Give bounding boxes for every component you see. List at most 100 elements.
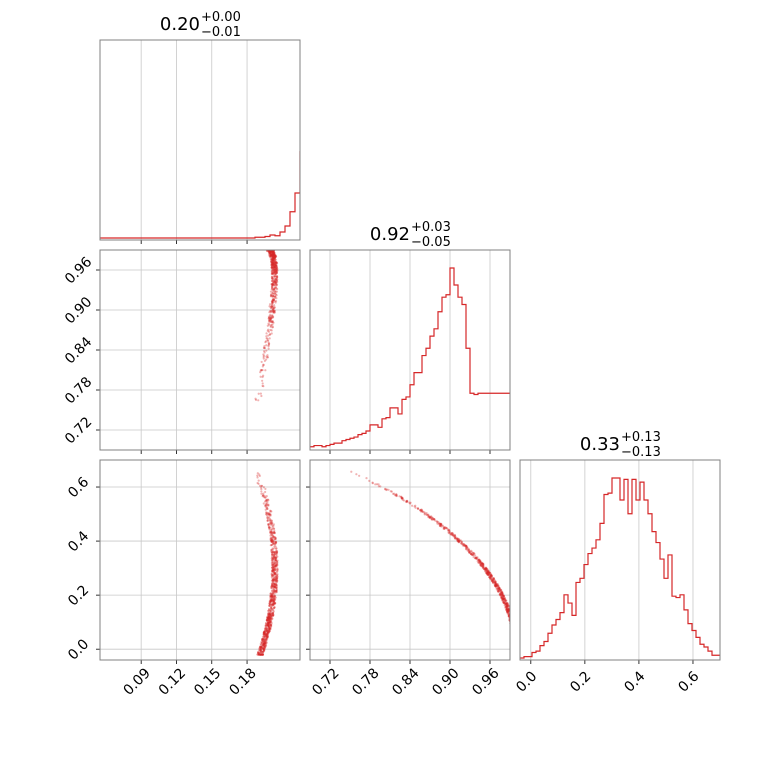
scatter-point (271, 252, 274, 256)
scatter-point (274, 281, 277, 284)
scatter-point (461, 544, 464, 547)
scatter-point (274, 264, 277, 267)
scatter-point (272, 599, 275, 603)
scatter-point (481, 562, 484, 565)
scatter-point (266, 244, 268, 246)
scatter-point (269, 522, 272, 525)
scatter-point (453, 533, 456, 537)
scatter-point (408, 501, 411, 504)
scatter-point (266, 245, 268, 247)
scatter-point (257, 399, 260, 402)
scatter-point (464, 546, 468, 549)
scatter-point (498, 588, 501, 591)
scatter-point (275, 263, 278, 266)
scatter-point (267, 246, 269, 248)
scatter-point (269, 252, 272, 255)
scatter-point (479, 562, 482, 565)
scatter-point (259, 653, 263, 656)
scatter-point (262, 245, 264, 247)
scatter-point (274, 540, 277, 543)
scatter-point (275, 282, 278, 285)
scatter-point (482, 567, 485, 570)
scatter-point (265, 244, 267, 246)
scatter-point (263, 245, 265, 247)
scatter-point (274, 580, 277, 583)
scatter-point (270, 539, 273, 543)
scatter-point (475, 556, 478, 559)
scatter-point (268, 251, 272, 254)
scatter-point (274, 267, 277, 270)
scatter-point (268, 604, 271, 608)
scatter-point (270, 266, 273, 269)
scatter-point (274, 290, 277, 293)
scatter-point (259, 653, 262, 656)
scatter-point (269, 317, 273, 320)
scatter-point (275, 576, 279, 579)
scatter-point (274, 559, 277, 562)
scatter-point (499, 590, 502, 593)
scatter-point (262, 496, 266, 499)
scatter-point (266, 629, 269, 633)
scatter-point (272, 252, 275, 255)
scatter-point (271, 291, 274, 295)
scatter-point (269, 253, 273, 256)
scatter-point (271, 314, 274, 317)
scatter-point (268, 248, 270, 250)
scatter-point (269, 617, 272, 620)
scatter-point (506, 608, 509, 612)
scatter-point (272, 593, 275, 596)
scatter-point (261, 243, 263, 245)
scatter-point (512, 631, 514, 633)
scatter-point (270, 247, 272, 249)
scatter-point (274, 572, 277, 575)
scatter-point (494, 581, 497, 584)
scatter-point (466, 546, 469, 550)
scatter-point (262, 246, 264, 248)
scatter-point (269, 616, 272, 619)
scatter-point (270, 574, 273, 578)
scatter-point (505, 602, 508, 606)
scatter-point (262, 243, 264, 245)
scatter-point (270, 279, 274, 282)
scatter-point (472, 555, 475, 559)
scatter-point (488, 571, 491, 574)
scatter-point (462, 543, 465, 546)
scatter-point (264, 244, 266, 246)
scatter-point (273, 567, 276, 570)
scatter-point (265, 332, 268, 335)
scatter-point (265, 245, 267, 247)
scatter-point (259, 647, 262, 650)
scatter-point (267, 243, 269, 245)
x-tick-label: 0.72 (309, 665, 342, 698)
scatter-point (272, 293, 275, 296)
scatter-point (442, 526, 446, 529)
scatter-point (271, 589, 274, 592)
scatter-point (484, 566, 488, 569)
scatter-point (511, 618, 513, 620)
scatter-point (483, 566, 486, 569)
scatter-point (262, 642, 266, 645)
scatter-point (258, 245, 260, 247)
scatter-point (257, 242, 259, 244)
scatter-point (358, 474, 361, 477)
scatter-point (513, 628, 515, 630)
scatter-point (260, 640, 263, 644)
scatter-point (502, 600, 505, 604)
scatter-point (478, 560, 481, 563)
scatter-point (464, 546, 468, 549)
scatter-point (272, 610, 275, 613)
scatter-point (273, 550, 277, 554)
scatter-point (262, 246, 264, 248)
scatter-point (505, 605, 508, 608)
scatter-point (274, 577, 278, 580)
scatter-point (448, 532, 451, 535)
scatter-point (261, 643, 264, 647)
scatter-point (513, 622, 515, 624)
scatter-point (516, 651, 518, 653)
scatter-point (275, 262, 278, 265)
scatter-point (265, 247, 267, 249)
scatter-point (262, 244, 264, 246)
scatter-point (265, 495, 268, 498)
scatter-point (437, 522, 440, 526)
scatter-point (271, 261, 274, 264)
